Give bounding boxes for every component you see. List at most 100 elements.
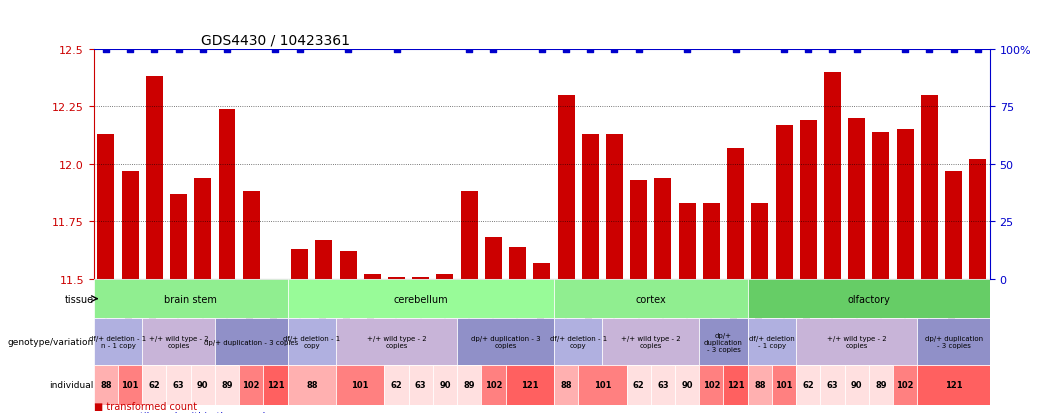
Text: +/+ wild type - 2
copies: +/+ wild type - 2 copies xyxy=(149,335,208,349)
Text: tissue: tissue xyxy=(65,294,94,304)
Text: 62: 62 xyxy=(148,380,160,389)
Point xyxy=(195,46,212,53)
FancyBboxPatch shape xyxy=(893,365,917,405)
FancyBboxPatch shape xyxy=(142,319,215,365)
FancyBboxPatch shape xyxy=(118,365,142,405)
FancyBboxPatch shape xyxy=(651,365,675,405)
FancyBboxPatch shape xyxy=(457,319,554,365)
Point xyxy=(557,46,574,53)
Point xyxy=(267,46,283,53)
Text: 88: 88 xyxy=(754,380,766,389)
Text: 121: 121 xyxy=(945,380,963,389)
Text: dp/+ duplication - 3
copies: dp/+ duplication - 3 copies xyxy=(471,335,541,349)
Bar xyxy=(364,275,380,279)
FancyBboxPatch shape xyxy=(748,279,990,319)
FancyBboxPatch shape xyxy=(481,365,505,405)
Text: dp/+
duplication
- 3 copies: dp/+ duplication - 3 copies xyxy=(704,332,743,352)
Text: 63: 63 xyxy=(658,380,669,389)
Text: dp/+ duplication
- 3 copies: dp/+ duplication - 3 copies xyxy=(924,335,983,349)
FancyBboxPatch shape xyxy=(384,365,408,405)
Text: 90: 90 xyxy=(681,380,693,389)
FancyBboxPatch shape xyxy=(191,365,215,405)
FancyBboxPatch shape xyxy=(626,365,651,405)
Text: dp/+ duplication - 3 copies: dp/+ duplication - 3 copies xyxy=(204,339,298,345)
Point xyxy=(606,46,623,53)
FancyBboxPatch shape xyxy=(748,319,796,365)
Text: olfactory: olfactory xyxy=(847,294,890,304)
Text: individual: individual xyxy=(49,380,94,389)
Text: 90: 90 xyxy=(197,380,208,389)
Bar xyxy=(413,277,429,279)
Bar xyxy=(243,192,259,279)
Bar xyxy=(534,263,550,279)
Text: GDS4430 / 10423361: GDS4430 / 10423361 xyxy=(201,33,350,47)
Text: +/+ wild type - 2
copies: +/+ wild type - 2 copies xyxy=(827,335,887,349)
Bar xyxy=(897,130,914,279)
Point xyxy=(630,46,647,53)
Bar xyxy=(775,125,793,279)
Text: 101: 101 xyxy=(121,380,139,389)
Point xyxy=(945,46,962,53)
Bar xyxy=(969,160,987,279)
Bar xyxy=(219,109,235,279)
Bar xyxy=(678,203,696,279)
Bar xyxy=(485,238,502,279)
FancyBboxPatch shape xyxy=(408,365,432,405)
Point xyxy=(340,46,356,53)
Bar xyxy=(727,148,744,279)
Point xyxy=(98,46,115,53)
Text: 101: 101 xyxy=(351,380,369,389)
Bar xyxy=(751,203,768,279)
Text: 88: 88 xyxy=(306,380,318,389)
Bar xyxy=(606,135,623,279)
FancyBboxPatch shape xyxy=(554,365,578,405)
Text: 102: 102 xyxy=(702,380,720,389)
Point xyxy=(146,46,163,53)
Bar xyxy=(461,192,477,279)
FancyBboxPatch shape xyxy=(94,319,142,365)
Bar xyxy=(630,180,647,279)
Point xyxy=(122,46,139,53)
FancyBboxPatch shape xyxy=(917,365,990,405)
FancyBboxPatch shape xyxy=(239,365,264,405)
Bar xyxy=(824,73,841,279)
FancyBboxPatch shape xyxy=(699,365,723,405)
Text: df/+ deletion - 1
copy: df/+ deletion - 1 copy xyxy=(283,335,341,349)
Bar xyxy=(581,135,599,279)
Point xyxy=(775,46,792,53)
Text: 121: 121 xyxy=(726,380,744,389)
Bar xyxy=(316,240,332,279)
Point xyxy=(824,46,841,53)
Text: ■ transformed count: ■ transformed count xyxy=(94,401,197,411)
Point xyxy=(534,46,550,53)
Bar xyxy=(945,171,962,279)
FancyBboxPatch shape xyxy=(94,365,118,405)
FancyBboxPatch shape xyxy=(288,365,336,405)
FancyBboxPatch shape xyxy=(215,365,239,405)
FancyBboxPatch shape xyxy=(142,365,167,405)
Text: cerebellum: cerebellum xyxy=(394,294,448,304)
Text: 63: 63 xyxy=(173,380,184,389)
FancyBboxPatch shape xyxy=(288,319,336,365)
Text: 102: 102 xyxy=(243,380,259,389)
Text: 62: 62 xyxy=(802,380,814,389)
FancyBboxPatch shape xyxy=(167,365,191,405)
Text: 121: 121 xyxy=(267,380,284,389)
Point xyxy=(170,46,187,53)
FancyBboxPatch shape xyxy=(554,319,602,365)
Bar xyxy=(170,194,187,279)
FancyBboxPatch shape xyxy=(699,319,748,365)
Text: genotype/variation: genotype/variation xyxy=(7,337,94,347)
Text: 88: 88 xyxy=(100,380,111,389)
Bar xyxy=(340,252,356,279)
FancyBboxPatch shape xyxy=(432,365,457,405)
Text: 62: 62 xyxy=(391,380,402,389)
Text: 63: 63 xyxy=(415,380,426,389)
Bar xyxy=(510,247,526,279)
FancyBboxPatch shape xyxy=(505,365,554,405)
Point xyxy=(389,46,405,53)
Bar xyxy=(194,178,212,279)
FancyBboxPatch shape xyxy=(264,365,288,405)
Text: brain stem: brain stem xyxy=(165,294,217,304)
Text: 101: 101 xyxy=(594,380,612,389)
